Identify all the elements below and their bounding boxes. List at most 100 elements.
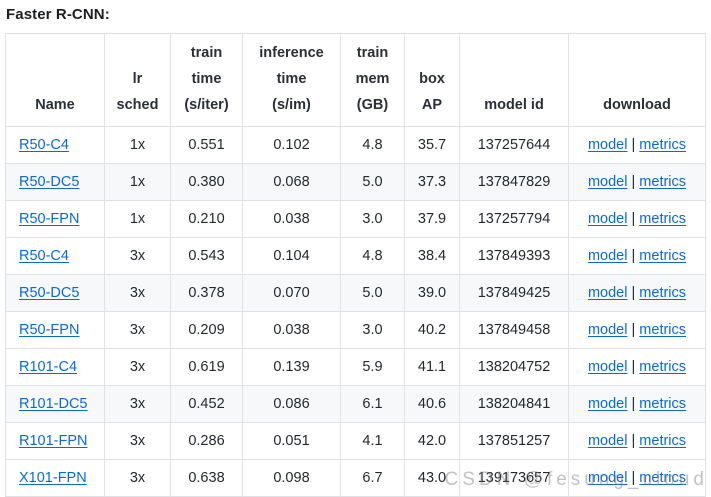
lr-sched-cell: 3x [104, 348, 171, 386]
box-ap-cell: 38.4 [404, 237, 460, 275]
metrics-link[interactable]: metrics [639, 470, 687, 486]
download-cell: model | metrics [568, 200, 706, 238]
model-name-link[interactable]: R50-FPN [19, 211, 80, 227]
lr-sched-cell: 3x [104, 311, 171, 349]
download-cell: model | metrics [568, 385, 706, 423]
link-separator: | [627, 174, 640, 190]
train-time-cell: 0.286 [170, 422, 243, 460]
model-id-cell: 138204752 [459, 348, 569, 386]
inference-time-cell: 0.102 [242, 126, 341, 164]
name-cell: R101-DC5 [5, 385, 105, 423]
model-link[interactable]: model [587, 285, 628, 301]
inference-time-cell: 0.139 [242, 348, 341, 386]
model-link[interactable]: model [587, 248, 628, 264]
metrics-link[interactable]: metrics [639, 322, 687, 338]
train-time-cell: 0.378 [170, 274, 243, 312]
name-cell: R101-FPN [5, 422, 105, 460]
col-header-lr-sched: lr sched [104, 33, 171, 127]
model-link[interactable]: model [587, 322, 628, 338]
train-mem-cell: 5.0 [340, 274, 405, 312]
lr-sched-cell: 3x [104, 459, 171, 497]
model-id-cell: 137847829 [459, 163, 569, 201]
box-ap-cell: 39.0 [404, 274, 460, 312]
model-link[interactable]: model [587, 211, 628, 227]
download-cell: model | metrics [568, 311, 706, 349]
table-row: R101-C4 3x 0.619 0.139 5.9 41.1 138204752 model… [5, 348, 706, 386]
model-link[interactable]: model [587, 359, 628, 375]
model-name-link[interactable]: R50-C4 [19, 248, 69, 264]
train-mem-cell: 4.1 [340, 422, 405, 460]
model-id-cell: 138204841 [459, 385, 569, 423]
metrics-link[interactable]: metrics [639, 433, 687, 449]
train-mem-cell: 5.9 [340, 348, 405, 386]
train-time-cell: 0.619 [170, 348, 243, 386]
model-id-cell: 137257644 [459, 126, 569, 164]
table-row: R50-C4 3x 0.543 0.104 4.8 38.4 137849393 model … [5, 237, 706, 275]
link-separator: | [627, 322, 640, 338]
col-header-train-mem: train mem (GB) [340, 33, 405, 127]
box-ap-cell: 40.2 [404, 311, 460, 349]
model-id-cell: 137849458 [459, 311, 569, 349]
metrics-link[interactable]: metrics [639, 174, 687, 190]
link-separator: | [627, 285, 640, 301]
page-title: Faster R-CNN: [6, 6, 110, 23]
train-mem-cell: 6.1 [340, 385, 405, 423]
train-mem-cell: 5.0 [340, 163, 405, 201]
train-time-cell: 0.638 [170, 459, 243, 497]
model-zoo-table: Name lr sched train time (s/iter) inference… [5, 33, 706, 497]
model-link[interactable]: model [587, 396, 628, 412]
name-cell: R50-DC5 [5, 274, 105, 312]
model-link[interactable]: model [587, 470, 628, 486]
download-cell: model | metrics [568, 126, 706, 164]
train-mem-cell: 3.0 [340, 311, 405, 349]
metrics-link[interactable]: metrics [639, 248, 687, 264]
name-cell: R50-DC5 [5, 163, 105, 201]
metrics-link[interactable]: metrics [639, 285, 687, 301]
lr-sched-cell: 3x [104, 274, 171, 312]
inference-time-cell: 0.038 [242, 311, 341, 349]
model-name-link[interactable]: R50-DC5 [19, 285, 80, 301]
metrics-link[interactable]: metrics [639, 396, 687, 412]
download-cell: model | metrics [568, 459, 706, 497]
download-cell: model | metrics [568, 237, 706, 275]
box-ap-cell: 43.0 [404, 459, 460, 497]
train-time-cell: 0.452 [170, 385, 243, 423]
model-link[interactable]: model [587, 433, 628, 449]
link-separator: | [627, 359, 640, 375]
box-ap-cell: 41.1 [404, 348, 460, 386]
metrics-link[interactable]: metrics [639, 211, 687, 227]
model-name-link[interactable]: R101-FPN [19, 433, 88, 449]
col-header-model-id: model id [459, 33, 569, 127]
table-row: X101-FPN 3x 0.638 0.098 6.7 43.0 139173657 mode… [5, 459, 706, 497]
table-row: R50-DC5 3x 0.378 0.070 5.0 39.0 137849425 model… [5, 274, 706, 312]
link-separator: | [627, 211, 640, 227]
inference-time-cell: 0.051 [242, 422, 341, 460]
col-header-inference-time: inference time (s/im) [242, 33, 341, 127]
model-link[interactable]: model [587, 174, 628, 190]
table-row: R101-DC5 3x 0.452 0.086 6.1 40.6 138204841 mode… [5, 385, 706, 423]
model-name-link[interactable]: R101-DC5 [19, 396, 88, 412]
inference-time-cell: 0.068 [242, 163, 341, 201]
model-name-link[interactable]: R101-C4 [19, 359, 78, 375]
model-name-link[interactable]: R50-FPN [19, 322, 80, 338]
link-separator: | [627, 248, 640, 264]
model-link[interactable]: model [587, 137, 628, 153]
model-id-cell: 137257794 [459, 200, 569, 238]
model-id-cell: 139173657 [459, 459, 569, 497]
box-ap-cell: 40.6 [404, 385, 460, 423]
train-time-cell: 0.209 [170, 311, 243, 349]
col-header-box-ap: box AP [404, 33, 460, 127]
table-row: R101-FPN 3x 0.286 0.051 4.1 42.0 137851257 mode… [5, 422, 706, 460]
model-id-cell: 137851257 [459, 422, 569, 460]
metrics-link[interactable]: metrics [639, 137, 687, 153]
train-time-cell: 0.551 [170, 126, 243, 164]
train-mem-cell: 3.0 [340, 200, 405, 238]
model-id-cell: 137849425 [459, 274, 569, 312]
model-name-link[interactable]: X101-FPN [19, 470, 87, 486]
model-name-link[interactable]: R50-C4 [19, 137, 69, 153]
model-name-link[interactable]: R50-DC5 [19, 174, 80, 190]
inference-time-cell: 0.038 [242, 200, 341, 238]
metrics-link[interactable]: metrics [639, 359, 687, 375]
download-cell: model | metrics [568, 163, 706, 201]
